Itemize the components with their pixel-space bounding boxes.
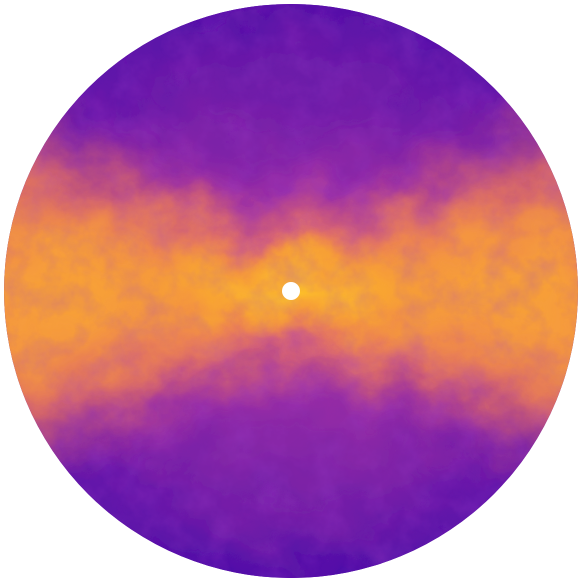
central-hole [282,282,300,300]
